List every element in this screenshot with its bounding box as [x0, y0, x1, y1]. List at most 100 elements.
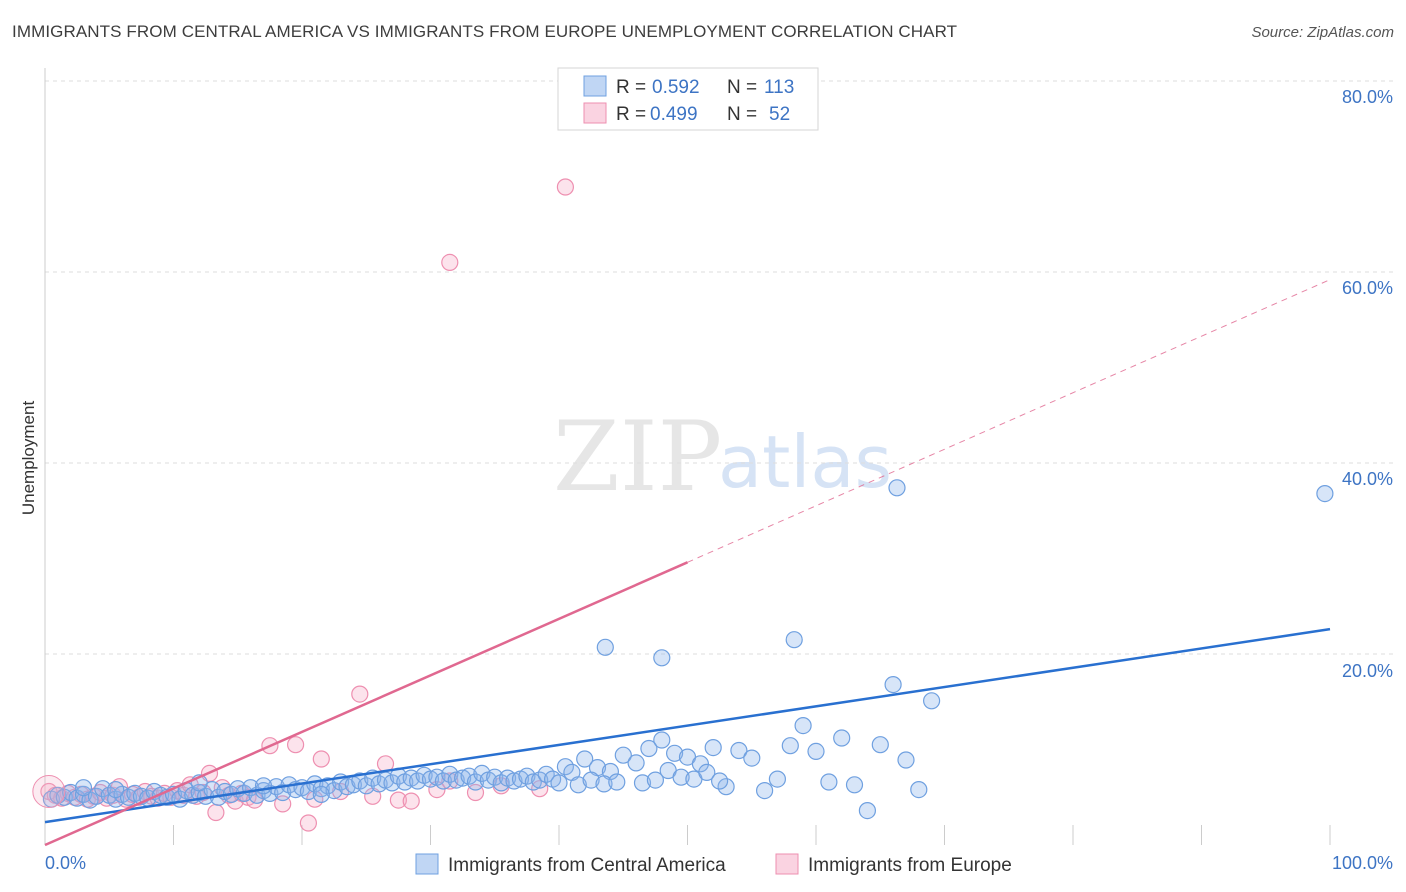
point-central-america-75 — [524, 773, 542, 791]
point-central-america-108 — [910, 780, 928, 799]
point-central-america-80 — [556, 758, 575, 776]
point-central-america-79 — [550, 774, 568, 792]
point-europe-37 — [312, 750, 330, 768]
point-central-america-64 — [454, 769, 472, 787]
point-central-america-101 — [820, 773, 838, 791]
point-central-america-86 — [627, 754, 645, 772]
trend-line-extension-europe — [687, 279, 1331, 563]
point-central-america-127 — [888, 479, 906, 497]
chart-title: IMMIGRANTS FROM CENTRAL AMERICA VS IMMIG… — [12, 22, 958, 41]
correlation-legend: R = 0.592 N = 113 R = 0.499 N = 52 — [557, 67, 819, 131]
point-central-america-99 — [794, 716, 812, 735]
point-central-america-74 — [518, 767, 536, 785]
series-legend-label-pink: Immigrants from Europe — [808, 855, 1012, 876]
point-central-america-129 — [653, 649, 671, 667]
point-central-america-44 — [325, 781, 343, 800]
point-central-america-110 — [312, 785, 330, 804]
legend-n-value-blue: 113 — [764, 77, 794, 98]
point-central-america-87 — [640, 739, 658, 758]
point-central-america-61 — [434, 772, 452, 790]
point-europe-45 — [428, 780, 446, 799]
x-tick-label-min: 0.0% — [45, 853, 86, 873]
legend-n-value-pink: 52 — [769, 104, 790, 125]
series-legend-swatch-blue — [415, 853, 439, 875]
legend-swatch-pink — [583, 102, 607, 124]
y-tick-label-20: 20.0% — [1342, 661, 1393, 681]
point-central-america-128 — [596, 638, 614, 656]
point-central-america-65 — [460, 767, 478, 785]
point-central-america-98 — [781, 737, 799, 755]
point-central-america-69 — [486, 768, 504, 786]
point-central-america-95 — [743, 749, 761, 767]
point-europe-51 — [556, 178, 575, 196]
legend-swatch-blue — [583, 75, 607, 97]
point-central-america-94 — [730, 741, 748, 760]
legend-n-label-blue: N = — [727, 77, 757, 98]
point-central-america-119 — [633, 774, 652, 792]
point-central-america-66 — [466, 773, 485, 791]
x-tick-label-max: 100.0% — [1332, 853, 1393, 873]
point-europe-cluster — [32, 775, 66, 809]
point-europe-46 — [441, 772, 459, 790]
point-central-america-5 — [74, 785, 93, 804]
point-central-america-120 — [646, 771, 665, 789]
point-central-america-53 — [383, 774, 401, 792]
point-central-america-107 — [897, 751, 915, 769]
point-central-america-105 — [871, 736, 889, 754]
point-central-america-124 — [698, 763, 716, 782]
point-europe-49 — [531, 780, 549, 798]
point-central-america-113 — [254, 777, 273, 795]
point-central-america-85 — [614, 746, 632, 764]
grid-layer — [45, 80, 1393, 655]
point-central-america-112 — [107, 780, 125, 799]
point-europe-43 — [389, 791, 407, 809]
point-central-america-125 — [710, 772, 729, 790]
y-tick-label-40: 40.0% — [1342, 469, 1393, 489]
watermark-atlas: atlas — [718, 420, 892, 504]
y-tick-label-80: 80.0% — [1342, 87, 1393, 107]
point-central-america-118 — [74, 779, 93, 797]
legend-r-label-blue: R = — [616, 77, 646, 98]
point-central-america-122 — [672, 768, 690, 786]
point-central-america-104 — [858, 801, 877, 820]
point-central-america-1 — [49, 786, 67, 804]
point-central-america-72 — [505, 772, 523, 790]
point-europe-44 — [402, 792, 420, 810]
point-central-america-106 — [884, 675, 902, 694]
source-label: Source: ZipAtlas.com — [1251, 24, 1394, 41]
point-central-america-130 — [785, 631, 803, 649]
point-central-america-115 — [582, 771, 600, 789]
point-central-america-91 — [691, 755, 710, 773]
point-central-america-126 — [1316, 485, 1334, 503]
point-europe-26 — [207, 803, 225, 822]
point-central-america-100 — [807, 742, 825, 761]
point-central-america-88 — [653, 731, 671, 749]
point-central-america-114 — [569, 776, 587, 794]
point-europe-40 — [351, 685, 369, 703]
trend-layer — [44, 279, 1331, 847]
trend-line-central-america — [44, 627, 1331, 824]
point-europe-36 — [299, 814, 317, 832]
point-central-america-97 — [768, 770, 787, 788]
point-central-america-62 — [441, 765, 459, 783]
point-central-america-63 — [447, 771, 465, 789]
point-central-america-92 — [704, 738, 722, 757]
point-central-america-76 — [531, 771, 549, 789]
point-central-america-96 — [755, 781, 774, 800]
legend-r-value-blue: 0.592 — [652, 77, 700, 98]
y-tick-label-60: 60.0% — [1342, 278, 1393, 298]
point-central-america-93 — [717, 778, 735, 796]
point-europe-50 — [441, 253, 459, 271]
point-central-america-103 — [845, 776, 864, 794]
series-legend-swatch-pink — [775, 853, 799, 875]
point-central-america-102 — [833, 729, 851, 747]
point-europe-35 — [287, 736, 305, 754]
series-legend: Immigrants from Central America Immigran… — [415, 853, 1012, 876]
point-central-america-67 — [473, 764, 491, 783]
point-central-america-117 — [608, 773, 626, 791]
point-central-america-89 — [665, 744, 684, 762]
legend-n-label-pink: N = — [727, 104, 757, 125]
point-central-america-82 — [576, 750, 594, 768]
legend-r-label-pink: R = — [616, 104, 646, 125]
